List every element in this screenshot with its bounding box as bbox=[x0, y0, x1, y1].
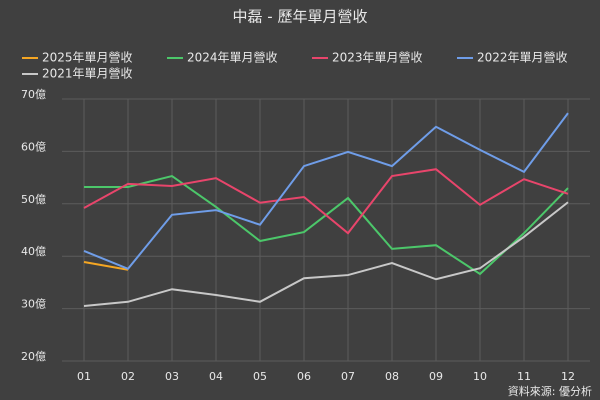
series-line bbox=[83, 168, 569, 235]
series-line bbox=[83, 112, 569, 270]
x-tick-label: 02 bbox=[121, 370, 135, 383]
legend-label: 2022年單月營收 bbox=[477, 51, 568, 65]
chart-title: 中磊 - 歷年單月營收 bbox=[233, 8, 368, 26]
y-tick-label: 40億 bbox=[21, 245, 46, 258]
legend-label: 2023年單月營收 bbox=[332, 51, 423, 65]
x-tick-label: 09 bbox=[429, 370, 443, 383]
x-tick-label: 07 bbox=[341, 370, 355, 383]
y-tick-label: 20億 bbox=[21, 350, 46, 363]
x-tick-label: 11 bbox=[517, 370, 531, 383]
x-tick-label: 03 bbox=[165, 370, 179, 383]
series-line bbox=[83, 260, 129, 271]
legend-label: 2021年單月營收 bbox=[42, 67, 133, 81]
legend-label: 2024年單月營收 bbox=[187, 51, 278, 65]
legend-label: 2025年單月營收 bbox=[42, 51, 133, 65]
y-tick-label: 50億 bbox=[21, 193, 46, 206]
x-tick-label: 10 bbox=[473, 370, 487, 383]
series-line bbox=[84, 174, 569, 276]
y-tick-label: 70億 bbox=[21, 88, 46, 101]
x-tick-label: 04 bbox=[209, 370, 223, 383]
x-tick-label: 08 bbox=[385, 370, 399, 383]
y-tick-label: 60億 bbox=[21, 140, 46, 153]
y-tick-label: 30億 bbox=[21, 298, 46, 311]
x-tick-label: 12 bbox=[561, 370, 575, 383]
x-tick-label: 05 bbox=[253, 370, 267, 383]
x-tick-label: 01 bbox=[77, 370, 91, 383]
x-tick-label: 06 bbox=[297, 370, 311, 383]
source-note: 資料來源: 優分析 bbox=[508, 384, 592, 398]
series-line bbox=[83, 201, 569, 307]
